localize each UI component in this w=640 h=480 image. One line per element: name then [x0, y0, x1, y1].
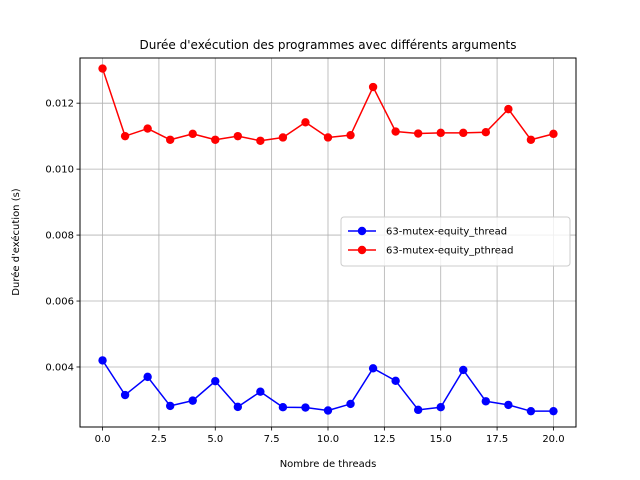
data-point [459, 365, 468, 375]
data-point [188, 396, 197, 405]
data-point [143, 372, 152, 382]
data-point [98, 64, 107, 73]
series-63-mutex-equity_pthread [98, 64, 558, 145]
data-point [256, 387, 265, 396]
x-tick-label: 12.5 [373, 434, 395, 445]
data-point [211, 135, 220, 144]
data-point [549, 129, 558, 139]
legend-label: 63-mutex-equity_thread [386, 227, 507, 238]
data-point [301, 118, 310, 127]
data-point [278, 133, 288, 142]
series-63-mutex-equity_thread [98, 356, 558, 416]
data-point [481, 127, 491, 137]
data-point [233, 131, 243, 141]
data-point [549, 406, 558, 416]
data-point [98, 356, 107, 365]
series-layer [98, 64, 558, 416]
legend-item: 63-mutex-equity_thread [348, 227, 507, 238]
data-point [165, 401, 175, 411]
x-tick-label: 17.5 [486, 434, 508, 445]
data-point [120, 131, 130, 141]
data-point [278, 403, 288, 412]
data-point [526, 406, 536, 416]
legend: 63-mutex-equity_thread 63-mutex-equity_pt… [340, 216, 571, 267]
data-point [436, 128, 445, 138]
data-point [233, 402, 243, 412]
y-tick-label: 0.004 [45, 362, 74, 373]
data-point [459, 128, 468, 138]
x-tick-label: 7.5 [264, 434, 280, 445]
data-point [481, 397, 491, 406]
data-point [346, 130, 355, 140]
data-point [346, 399, 355, 409]
x-tick-label: 2.5 [151, 434, 167, 445]
legend-marker [357, 226, 367, 236]
legend-item: 63-mutex-equity_pthread [348, 246, 513, 257]
y-tick-label: 0.012 [45, 99, 74, 110]
x-tick-label: 15.0 [430, 434, 452, 445]
data-point [323, 133, 333, 142]
data-point [368, 364, 378, 373]
y-tick-label: 0.006 [45, 297, 74, 308]
data-point [323, 406, 333, 415]
legend-marker [357, 245, 367, 255]
data-point [211, 376, 220, 386]
grid [80, 58, 576, 427]
y-tick-label: 0.010 [45, 165, 74, 176]
data-point [413, 129, 423, 138]
legend-box [340, 216, 571, 267]
data-point [413, 405, 423, 415]
data-point [391, 127, 400, 136]
y-tick-label: 0.008 [45, 231, 74, 242]
data-point [391, 376, 400, 386]
x-tick-label: 10.0 [317, 434, 339, 445]
data-point [188, 129, 197, 139]
x-tick-label: 0.0 [95, 434, 111, 445]
data-point [256, 136, 265, 145]
data-point [120, 390, 130, 400]
x-axis-label: Nombre de threads [280, 459, 377, 470]
data-point [301, 403, 310, 412]
data-point [504, 104, 513, 114]
legend-label: 63-mutex-equity_pthread [386, 246, 513, 257]
data-point [368, 82, 378, 92]
ticks: 0.0 2.5 5.0 7.5 10.0 12.5 15.0 17.5 20.0 0.004 0.0… [45, 99, 564, 445]
data-point [504, 400, 513, 410]
data-point [165, 135, 175, 144]
data-point [526, 135, 536, 144]
data-point [143, 124, 152, 133]
x-tick-label: 5.0 [207, 434, 223, 445]
data-point [436, 403, 445, 412]
y-axis-label: Durée d'exécution (s) [10, 188, 22, 296]
chart-title: Durée d'exécution des programmes avec di… [140, 38, 517, 52]
x-tick-label: 20.0 [542, 434, 564, 445]
